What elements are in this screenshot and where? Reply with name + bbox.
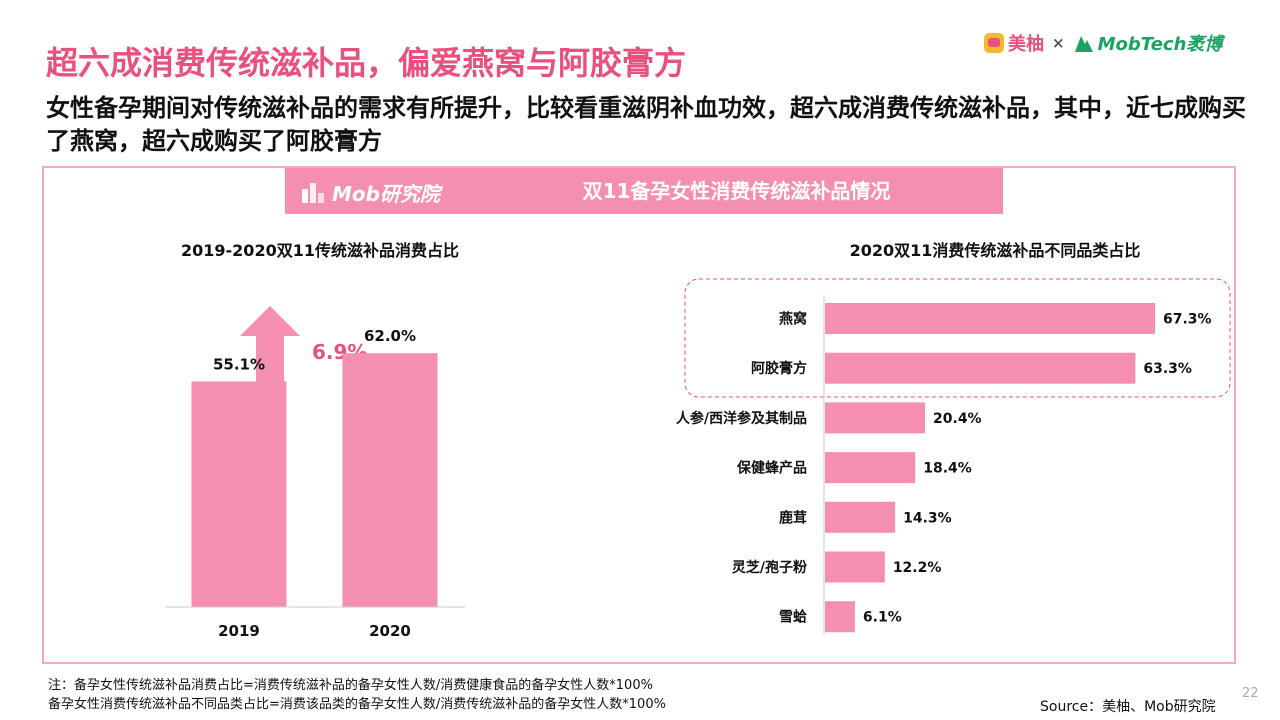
bar-阿胶膏方	[825, 352, 1136, 384]
bar-2019	[191, 381, 287, 607]
category-label-人参/西洋参及其制品: 人参/西洋参及其制品	[676, 410, 807, 427]
x-tick-label-2020: 2020	[369, 622, 411, 640]
bar-value-label-灵芝/孢子粉: 12.2%	[893, 560, 942, 576]
bar-人参/西洋参及其制品	[825, 402, 926, 434]
highlight-box	[684, 278, 1231, 398]
category-label-灵芝/孢子粉: 灵芝/孢子粉	[732, 559, 807, 576]
bar-灵芝/孢子粉	[825, 551, 885, 583]
bar-鹿茸	[825, 501, 896, 533]
source-text: Source：美柚、Mob研究院	[1040, 699, 1216, 715]
category-label-保健蜂产品: 保健蜂产品	[736, 460, 807, 477]
x-tick-label-2019: 2019	[218, 622, 260, 640]
bar-2020	[342, 353, 438, 607]
bar-value-label-2019: 55.1%	[213, 355, 265, 373]
category-label-燕窝: 燕窝	[779, 311, 807, 328]
brand-separator: ×	[1052, 34, 1065, 52]
right-chart-title: 2020双11消费传统滋补品不同品类占比	[849, 241, 1141, 260]
meiyou-brand-name: 美柚	[1008, 34, 1044, 55]
bar-value-label-阿胶膏方: 63.3%	[1143, 361, 1192, 377]
bar-value-label-雪蛤: 6.1%	[863, 610, 902, 626]
bar-value-label-人参/西洋参及其制品: 20.4%	[933, 411, 982, 427]
footnote-1: 注：备孕女性传统滋补品消费占比=消费传统滋补品的备孕女性人数/消费健康食品的备孕…	[48, 678, 653, 693]
bar-value-label-燕窝: 67.3%	[1163, 312, 1212, 328]
mob-research-logo-text: Mob研究院	[332, 181, 440, 206]
category-label-鹿茸: 鹿茸	[778, 509, 807, 526]
page-subtitle: 女性备孕期间对传统滋补品的需求有所提升，比较看重滋阴补血功效，超六成消费传统滋补…	[46, 94, 1246, 155]
meiyou-logo-icon	[984, 33, 1004, 53]
section-banner	[285, 168, 1003, 214]
category-label-雪蛤: 雪蛤	[779, 609, 807, 626]
bar-燕窝	[825, 303, 1155, 334]
mob-logo-icon	[302, 183, 324, 203]
mob-research-logo: Mob研究院	[300, 176, 440, 208]
left-chart-title: 2019-2020双11传统滋补品消费占比	[181, 241, 459, 260]
bar-雪蛤	[825, 601, 855, 633]
bar-value-label-2020: 62.0%	[364, 327, 416, 345]
category-label-阿胶膏方: 阿胶膏方	[751, 360, 807, 377]
brand-logos: 美柚 × MobTech袤博	[984, 30, 1222, 56]
mobtech-brand-name: MobTech袤博	[1097, 34, 1223, 55]
content-frame	[42, 166, 1236, 664]
increase-arrow-icon	[240, 306, 300, 383]
footnote-2: 备孕女性消费传统滋补品不同品类占比=消费该品类的备孕女性人数/消费传统滋补品的备…	[48, 697, 666, 712]
banner-title: 双11备孕女性消费传统滋补品情况	[582, 179, 891, 203]
bar-value-label-保健蜂产品: 18.4%	[923, 461, 972, 477]
bar-value-label-鹿茸: 14.3%	[903, 510, 952, 526]
footnotes: 注：备孕女性传统滋补品消费占比=消费传统滋补品的备孕女性人数/消费健康食品的备孕…	[48, 676, 666, 714]
mobtech-logo-icon	[1074, 36, 1093, 52]
bar-保健蜂产品	[825, 452, 916, 484]
page-title: 超六成消费传统滋补品，偏爱燕窝与阿胶膏方	[46, 44, 687, 82]
page-number: 22	[1242, 686, 1259, 701]
